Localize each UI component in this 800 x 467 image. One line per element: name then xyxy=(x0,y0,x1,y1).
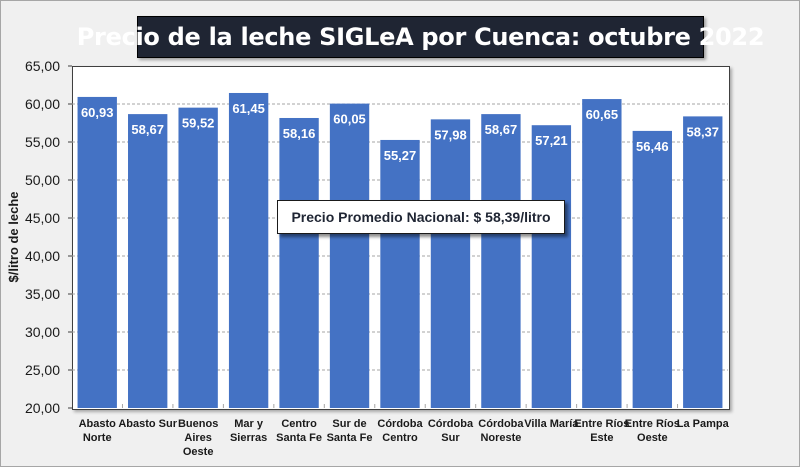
bar-value-label: 60,93 xyxy=(81,105,114,120)
x-tick-label: Abasto Norte xyxy=(79,418,117,444)
bar xyxy=(228,92,269,408)
y-tick-label: 40,00 xyxy=(25,248,60,264)
bars xyxy=(77,92,723,409)
chart-title-box: Precio de la leche SIGLeA por Cuenca: oc… xyxy=(77,16,765,58)
bar-value-label: 55,27 xyxy=(384,148,417,163)
bar-value-label: 59,52 xyxy=(182,116,215,131)
bar-value-label: 57,21 xyxy=(535,133,568,148)
bar xyxy=(430,119,471,409)
y-tick-label: 30,00 xyxy=(25,324,60,340)
x-tick-label: Villa María xyxy=(524,418,579,430)
x-tick-label: Centro Santa Fe xyxy=(276,418,322,444)
bar xyxy=(582,99,622,408)
x-tick-label: Buenos Aires Oeste xyxy=(178,418,218,458)
bar xyxy=(279,117,319,408)
bar xyxy=(380,139,420,408)
bar-value-label: 60,65 xyxy=(586,107,619,122)
bar-value-label: 58,37 xyxy=(686,124,719,139)
y-tick-label: 65,00 xyxy=(25,58,60,74)
bar-value-label: 58,67 xyxy=(131,122,164,137)
y-axis-ticks: 20,00 25,00 30,00 35,00 40,00 45,00 50,00 55,00… xyxy=(25,58,72,416)
bar-value-label: 61,45 xyxy=(232,101,265,116)
national-average-text: Precio Promedio Nacional: $ 58,39/litro xyxy=(291,209,551,225)
bar xyxy=(178,107,218,408)
bar xyxy=(329,103,370,409)
x-tick-label: Sur de Santa Fe xyxy=(327,418,373,444)
bar xyxy=(481,114,521,408)
bar xyxy=(683,116,723,408)
y-tick-label: 35,00 xyxy=(25,286,60,302)
y-axis-label: $/litro de leche xyxy=(6,191,21,282)
bar xyxy=(128,114,168,408)
x-tick-label: Entre Ríos Este xyxy=(574,418,629,444)
bar-value-label: 58,67 xyxy=(485,122,518,137)
bar-value-label: 58,16 xyxy=(283,126,316,141)
y-tick-label: 45,00 xyxy=(25,210,60,226)
bar xyxy=(77,96,117,408)
x-tick-label: Córdoba Centro xyxy=(377,418,423,444)
y-tick-label: 20,00 xyxy=(25,400,60,416)
y-tick-label: 60,00 xyxy=(25,96,60,112)
x-tick-label: Entre Ríos Oeste xyxy=(625,418,680,444)
x-tick-label: Córdoba Sur xyxy=(428,418,474,444)
bar-value-label: 60,05 xyxy=(333,112,366,127)
x-tick-label: La Pampa xyxy=(677,418,730,430)
y-tick-label: 50,00 xyxy=(25,172,60,188)
data-labels: 60,93 58,67 59,52 61,45 58,16 60,05 55,27 57,98… xyxy=(81,101,719,163)
bar xyxy=(632,130,672,409)
x-tick-label: Córdoba Noreste xyxy=(478,418,524,444)
national-average-callout: Precio Promedio Nacional: $ 58,39/litro xyxy=(277,200,565,234)
bar-value-label: 57,98 xyxy=(434,127,467,142)
bar xyxy=(531,125,572,408)
x-tick-label: Abasto Sur xyxy=(118,418,177,430)
bar-value-label: 56,46 xyxy=(636,139,669,154)
y-tick-label: 55,00 xyxy=(25,134,60,150)
x-tick-label: Mar y Sierras xyxy=(230,418,267,444)
y-tick-label: 25,00 xyxy=(25,362,60,378)
chart-title: Precio de la leche SIGLeA por Cuenca: oc… xyxy=(76,23,765,51)
